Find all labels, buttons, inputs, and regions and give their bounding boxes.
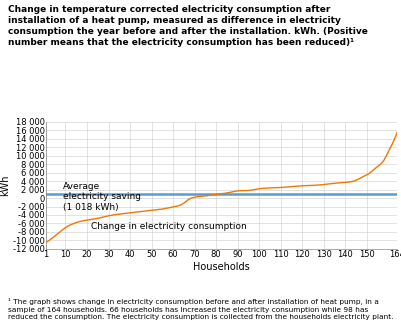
Text: Change in temperature corrected electricity consumption after
installation of a : Change in temperature corrected electric… bbox=[8, 5, 368, 47]
Text: Change in electricity consumption: Change in electricity consumption bbox=[91, 222, 247, 231]
Text: ¹ The graph shows change in electricity consumption before and after installatio: ¹ The graph shows change in electricity … bbox=[8, 298, 393, 320]
Y-axis label: kWh: kWh bbox=[0, 175, 10, 196]
Text: Average
electricity saving
(1 018 kWh): Average electricity saving (1 018 kWh) bbox=[63, 182, 141, 212]
X-axis label: Households: Households bbox=[193, 262, 250, 272]
